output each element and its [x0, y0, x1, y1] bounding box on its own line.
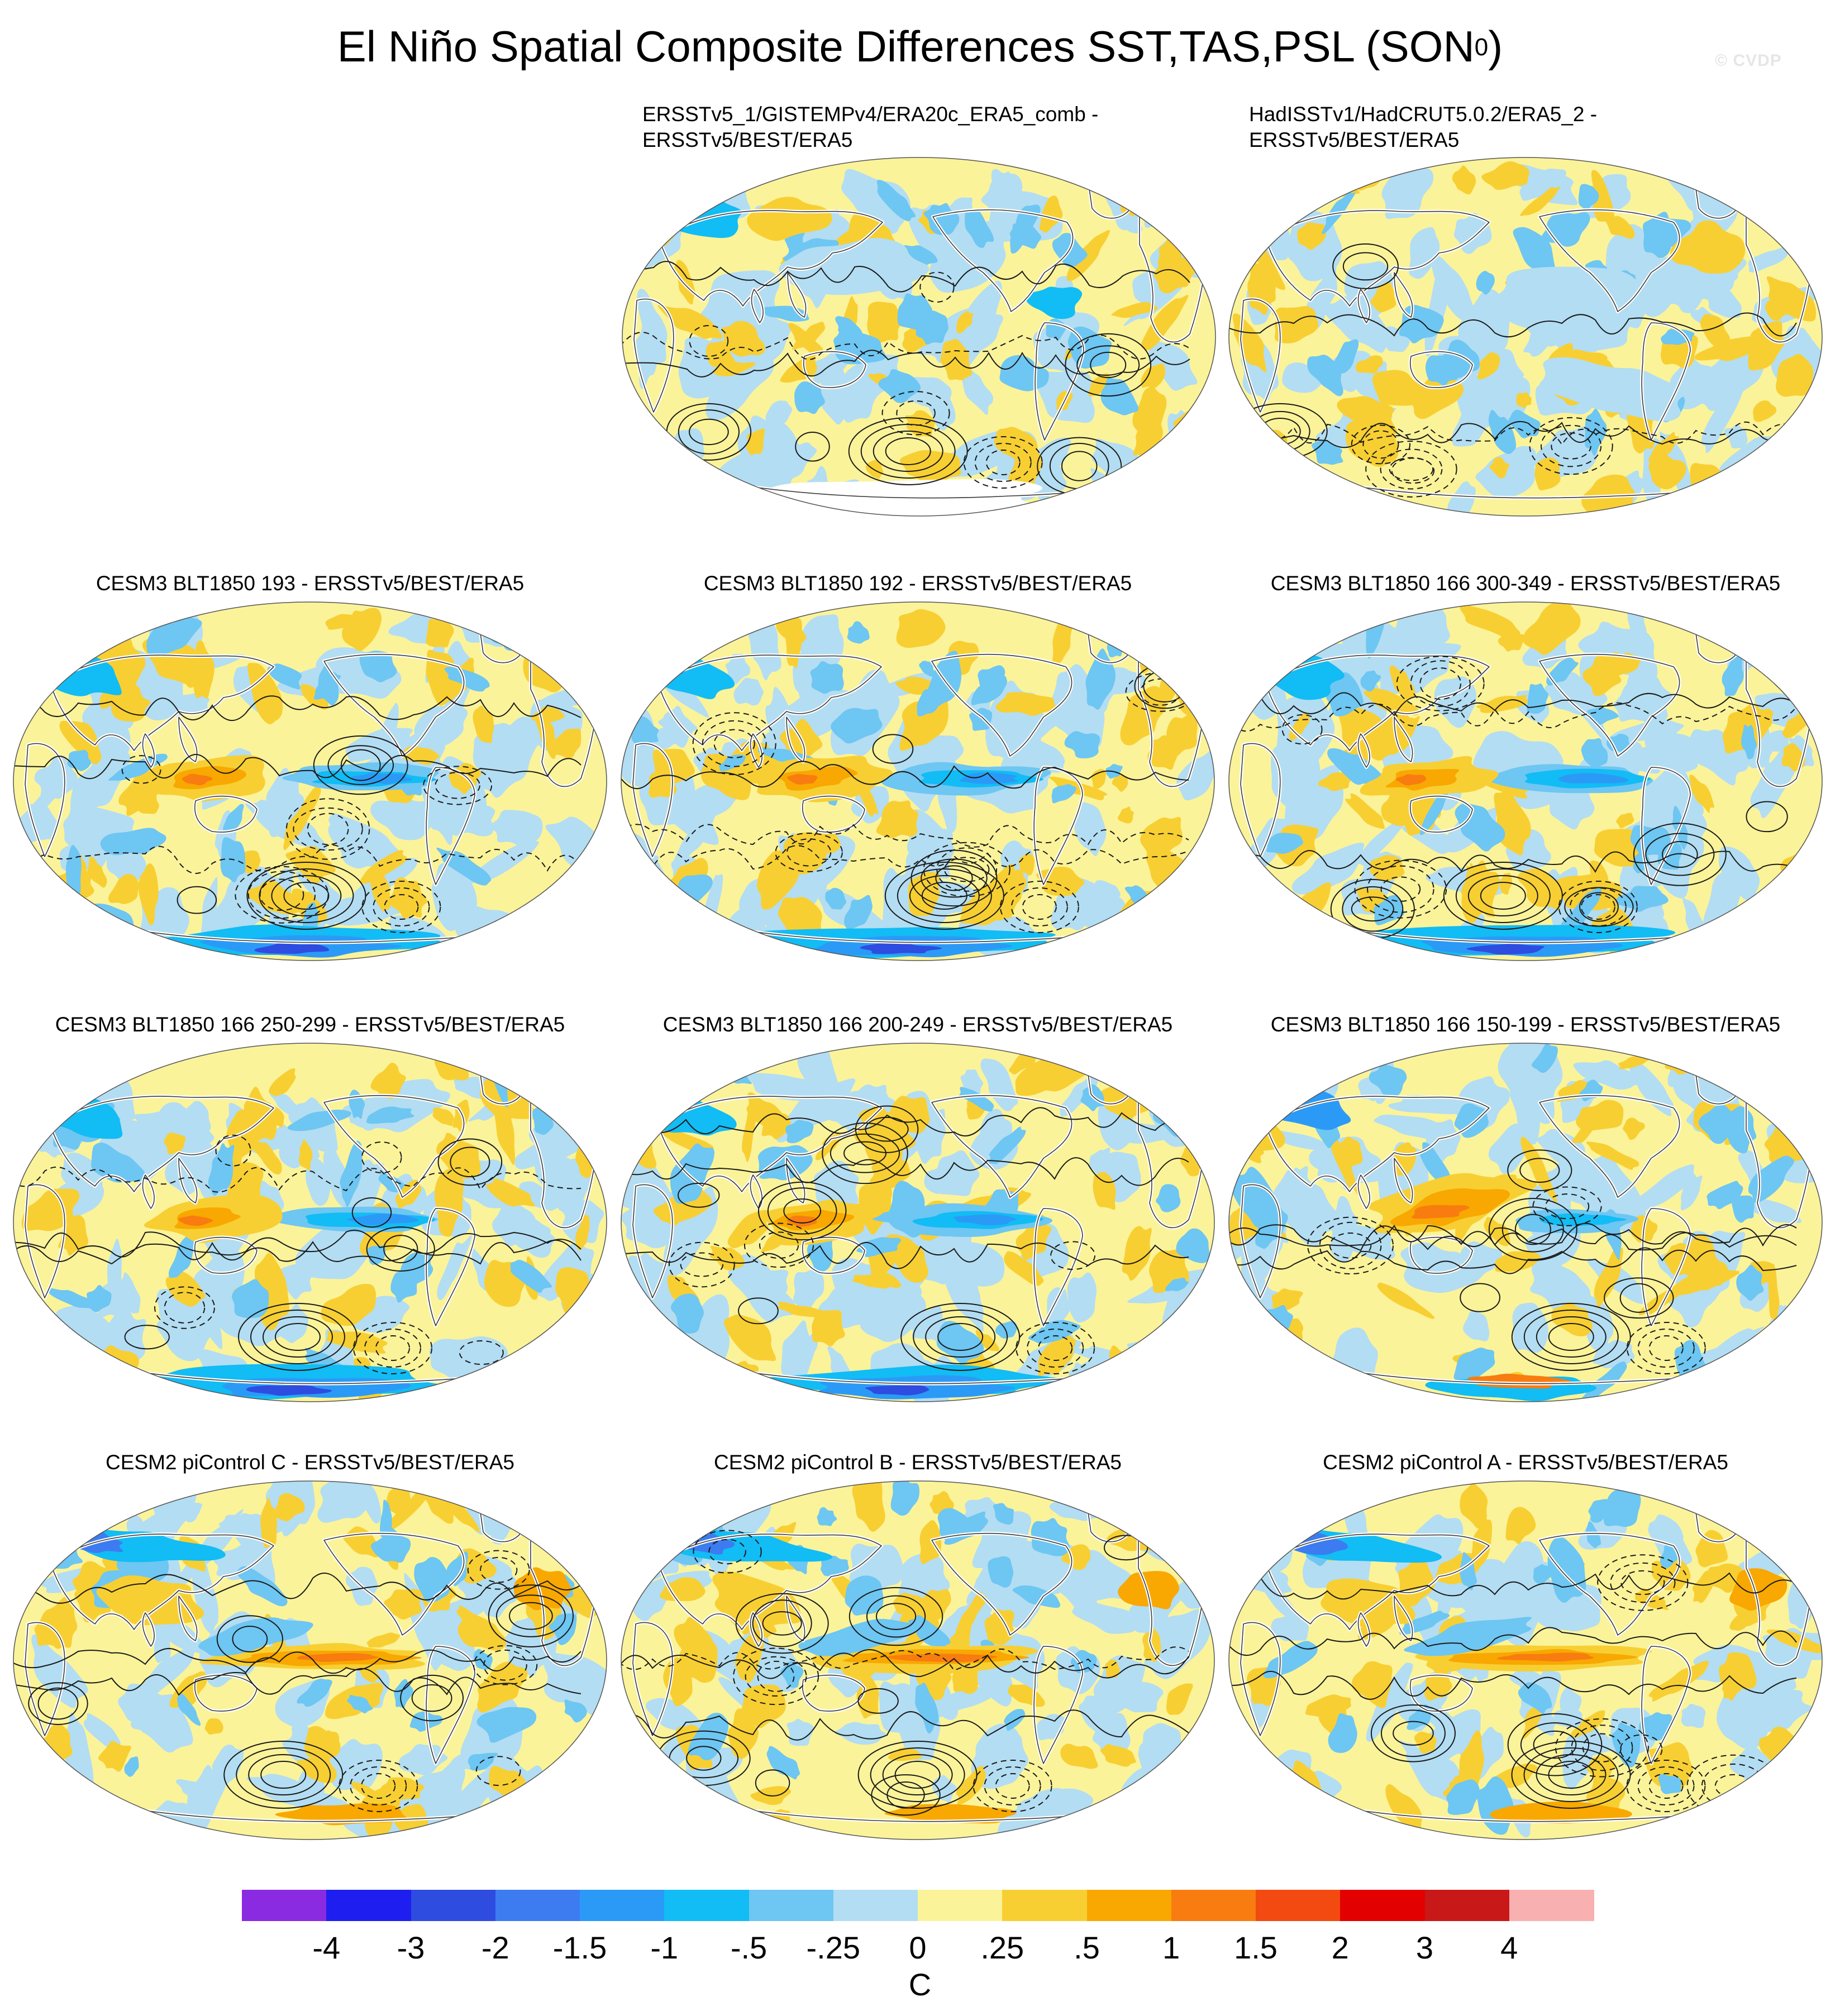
panel-title: CESM2 piControl C - ERSSTv5/BEST/ERA5: [11, 1450, 609, 1475]
colorbar-tick-label: -2: [481, 1930, 509, 1965]
colorbar-tick-label: .25: [980, 1930, 1024, 1965]
colorbar-swatch: [411, 1890, 496, 1921]
colorbar-swatch: [664, 1890, 749, 1921]
colorbar-swatch: [918, 1890, 1003, 1921]
map-panel: CESM2 piControl A - ERSSTv5/BEST/ERA5: [1227, 1450, 1824, 1841]
world-map: [13, 601, 607, 961]
panel-title-line: CESM3 BLT1850 193 - ERSSTv5/BEST/ERA5: [96, 572, 525, 595]
panel-title-line: ERSSTv5/BEST/ERA5: [1249, 128, 1460, 151]
panel-title: CESM3 BLT1850 166 150-199 - ERSSTv5/BEST…: [1227, 1012, 1824, 1038]
world-map: [13, 1480, 607, 1840]
panel-title-line: CESM2 piControl A - ERSSTv5/BEST/ERA5: [1323, 1451, 1728, 1474]
map-panel: ERSSTv5_1/GISTEMPv4/ERA20c_ERA5_comb - ER…: [620, 102, 1218, 517]
colorbar-swatch: [833, 1890, 918, 1921]
colorbar-units-label: C: [908, 1967, 932, 2002]
map-panel: CESM3 BLT1850 166 300-349 - ERSSTv5/BEST…: [1227, 571, 1824, 962]
colorbar-tick-label: 3: [1415, 1930, 1434, 1965]
colorbar-swatch: [749, 1890, 834, 1921]
panel-title: CESM2 piControl A - ERSSTv5/BEST/ERA5: [1227, 1450, 1824, 1475]
colorbar-tick-label: 4: [1500, 1930, 1518, 1965]
colorbar-tick-label: -.5: [730, 1930, 768, 1965]
panel-title: CESM3 BLT1850 166 200-249 - ERSSTv5/BEST…: [619, 1012, 1217, 1038]
colorbar-tick-label: 1.5: [1234, 1930, 1277, 1965]
colorbar-swatch: [495, 1890, 580, 1921]
world-map: [621, 601, 1215, 961]
panel-title: ERSSTv5_1/GISTEMPv4/ERA20c_ERA5_comb - ER…: [620, 102, 1218, 153]
panel-title-line: ERSSTv5/BEST/ERA5: [642, 128, 853, 151]
colorbar-tick-label: -1: [650, 1930, 679, 1965]
watermark: © CVDP: [1715, 51, 1782, 70]
colorbar-swatch: [1171, 1890, 1256, 1921]
colorbar-tick-label: -4: [312, 1930, 341, 1965]
colorbar-tick-label: 2: [1331, 1930, 1349, 1965]
panel-title-line: CESM3 BLT1850 166 250-299 - ERSSTv5/BEST…: [55, 1013, 565, 1036]
panel-title-line: HadISSTv1/HadCRUT5.0.2/ERA5_2 -: [1249, 103, 1598, 126]
colorbar: [242, 1890, 1594, 1921]
world-map: [1228, 1480, 1823, 1840]
colorbar-swatch: [1509, 1890, 1594, 1921]
map-panel: CESM2 piControl B - ERSSTv5/BEST/ERA5: [619, 1450, 1217, 1841]
colorbar-tick-label: .5: [1074, 1930, 1100, 1965]
panel-title-line: ERSSTv5_1/GISTEMPv4/ERA20c_ERA5_comb -: [642, 103, 1099, 126]
colorbar-swatch: [326, 1890, 411, 1921]
map-panel: CESM3 BLT1850 166 250-299 - ERSSTv5/BEST…: [11, 1012, 609, 1403]
world-map: [1228, 601, 1823, 961]
world-map: [621, 1480, 1215, 1840]
colorbar-tick-label: -3: [397, 1930, 425, 1965]
panel-title-line: CESM3 BLT1850 166 200-249 - ERSSTv5/BEST…: [662, 1013, 1173, 1036]
map-panel: CESM3 BLT1850 192 - ERSSTv5/BEST/ERA5: [619, 571, 1217, 962]
panel-title: CESM3 BLT1850 192 - ERSSTv5/BEST/ERA5: [619, 571, 1217, 596]
figure-title: El Niño Spatial Composite Differences SS…: [337, 22, 1503, 71]
colorbar-tick-label: -.25: [806, 1930, 861, 1965]
panel-title-line: CESM3 BLT1850 166 150-199 - ERSSTv5/BEST…: [1270, 1013, 1781, 1036]
panel-title: CESM2 piControl B - ERSSTv5/BEST/ERA5: [619, 1450, 1217, 1475]
colorbar-tick-label: 1: [1162, 1930, 1180, 1965]
panel-title-line: CESM2 piControl C - ERSSTv5/BEST/ERA5: [106, 1451, 514, 1474]
colorbar-swatch: [1424, 1890, 1510, 1921]
colorbar-swatch: [242, 1890, 327, 1921]
panel-title-line: CESM3 BLT1850 166 300-349 - ERSSTv5/BEST…: [1270, 572, 1781, 595]
colorbar-swatch: [1086, 1890, 1172, 1921]
colorbar-swatch: [1002, 1890, 1087, 1921]
panel-title: CESM3 BLT1850 166 250-299 - ERSSTv5/BEST…: [11, 1012, 609, 1038]
panel-title: CESM3 BLT1850 166 300-349 - ERSSTv5/BEST…: [1227, 571, 1824, 596]
map-panel: CESM3 BLT1850 166 200-249 - ERSSTv5/BEST…: [619, 1012, 1217, 1403]
map-panel: CESM3 BLT1850 166 150-199 - ERSSTv5/BEST…: [1227, 1012, 1824, 1403]
panel-title: HadISSTv1/HadCRUT5.0.2/ERA5_2 - ERSSTv5/B…: [1227, 102, 1824, 153]
colorbar-swatch: [1340, 1890, 1425, 1921]
colorbar-tick-label: 0: [909, 1930, 927, 1965]
colorbar-swatch: [1256, 1890, 1341, 1921]
panel-title: CESM3 BLT1850 193 - ERSSTv5/BEST/ERA5: [11, 571, 609, 596]
colorbar-tick-label: -1.5: [552, 1930, 607, 1965]
world-map: [1228, 1043, 1823, 1402]
colorbar-swatch: [580, 1890, 665, 1921]
world-map: [621, 1043, 1215, 1402]
world-map: [1228, 157, 1823, 517]
panel-title-line: CESM2 piControl B - ERSSTv5/BEST/ERA5: [714, 1451, 1122, 1474]
world-map: [13, 1043, 607, 1402]
map-panel: CESM2 piControl C - ERSSTv5/BEST/ERA5: [11, 1450, 609, 1841]
world-map: [622, 157, 1216, 517]
map-panel: CESM3 BLT1850 193 - ERSSTv5/BEST/ERA5: [11, 571, 609, 962]
panel-title-line: CESM3 BLT1850 192 - ERSSTv5/BEST/ERA5: [703, 572, 1132, 595]
map-panel: HadISSTv1/HadCRUT5.0.2/ERA5_2 - ERSSTv5/B…: [1227, 102, 1824, 517]
